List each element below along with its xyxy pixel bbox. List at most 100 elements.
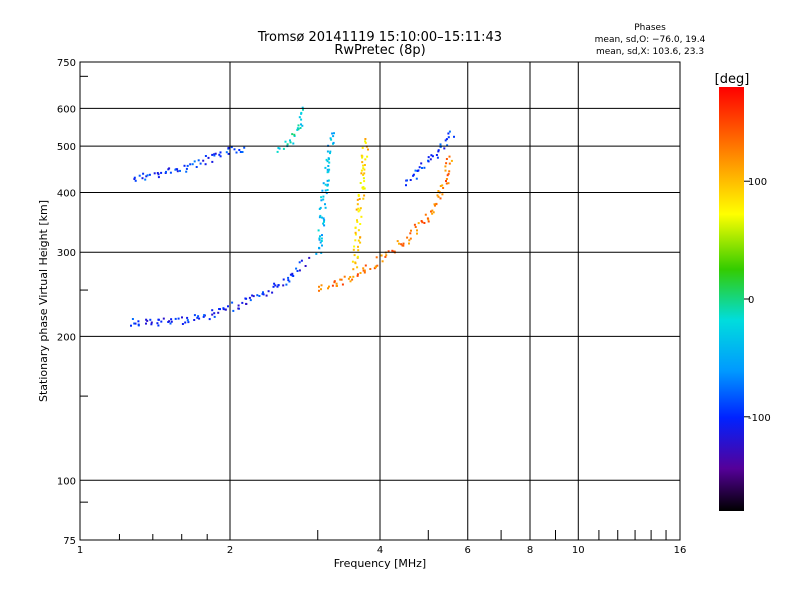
echo-point (320, 196, 323, 199)
echo-point (437, 195, 440, 198)
echo-point (296, 128, 299, 131)
echo-point (301, 106, 304, 109)
echo-point (176, 168, 179, 171)
echo-point (430, 210, 432, 213)
echo-point (443, 147, 446, 150)
echo-point (318, 289, 320, 292)
stats-heading: Phases (634, 23, 666, 33)
echo-point (426, 217, 429, 220)
echo-point (289, 141, 292, 144)
echo-point (401, 244, 404, 247)
echo-point (282, 147, 285, 150)
x-ticks: 1 2 4 6 8 10 16 (77, 545, 687, 556)
echo-point (359, 272, 362, 274)
y-axis-label: Stationary phase Virtual Height [km] (37, 200, 50, 402)
echo-point (148, 173, 151, 176)
echo-point (327, 287, 329, 290)
echo-point (169, 322, 172, 325)
x-tick-label: 1 (77, 545, 83, 556)
echo-point (181, 316, 183, 319)
echo-point (445, 158, 448, 160)
echo-point (435, 154, 438, 156)
echo-point (362, 187, 365, 190)
echo-point (437, 150, 440, 153)
echo-point (448, 155, 451, 158)
echo-point (362, 269, 365, 272)
echo-point (164, 172, 167, 174)
echo-point (146, 174, 149, 177)
echo-point (150, 321, 153, 324)
echo-point (211, 153, 214, 156)
echo-point (318, 237, 321, 240)
echo-point (351, 278, 354, 281)
echo-point (436, 194, 439, 197)
y-tick-label: 400 (57, 188, 76, 199)
echo-point (320, 199, 323, 202)
echo-point (293, 135, 296, 137)
echo-point (289, 273, 292, 276)
echo-point (439, 143, 442, 146)
echo-point (282, 278, 285, 281)
echo-point (239, 151, 242, 153)
echo-point (327, 165, 330, 167)
echo-point (284, 140, 287, 143)
echo-point (149, 318, 152, 321)
echo-point (256, 294, 259, 297)
echo-point (168, 320, 171, 323)
echo-point (364, 138, 367, 140)
echo-point (361, 146, 364, 149)
echo-point (292, 275, 295, 277)
echo-point (289, 139, 291, 142)
echo-point (321, 189, 324, 192)
echo-point (360, 215, 363, 218)
echo-point (262, 293, 265, 296)
echo-point (218, 153, 221, 156)
x-tick-label: 2 (227, 545, 233, 556)
echo-point (324, 189, 327, 192)
echo-point (199, 162, 202, 165)
echo-point (273, 282, 276, 285)
echo-point (335, 282, 338, 285)
echo-point (267, 290, 270, 293)
echo-point (287, 276, 290, 279)
echo-point (322, 222, 325, 225)
echo-point (367, 148, 369, 151)
echo-point (299, 127, 302, 129)
echo-point (363, 187, 366, 190)
echo-point (320, 237, 323, 240)
echo-point (402, 242, 405, 245)
echo-point (211, 309, 214, 312)
y-tick-label: 750 (57, 58, 76, 69)
echo-point (291, 133, 294, 136)
echo-point (318, 247, 321, 250)
echo-point (332, 141, 335, 144)
echo-point (353, 245, 356, 248)
echo-point (331, 132, 334, 135)
echo-point (409, 232, 412, 235)
echo-point (130, 324, 132, 327)
echo-point (300, 123, 302, 126)
echo-point (245, 303, 248, 305)
echo-point (391, 249, 394, 252)
echo-point (213, 153, 216, 156)
echo-point (360, 169, 363, 172)
echo-point (197, 315, 200, 318)
echo-point (168, 167, 171, 170)
echo-point (227, 152, 230, 155)
echo-point (363, 164, 366, 166)
echo-point (364, 140, 367, 143)
echo-point (423, 222, 426, 224)
echo-point (363, 269, 366, 272)
echo-point (427, 156, 430, 159)
echo-point (322, 198, 325, 201)
echo-point (184, 321, 187, 324)
echo-point (189, 163, 192, 166)
echo-point (343, 275, 346, 278)
echo-point (292, 142, 295, 145)
echo-point (448, 170, 451, 173)
echo-point (233, 148, 236, 151)
echo-point (340, 278, 343, 281)
echo-point (441, 184, 444, 187)
echo-point (271, 291, 274, 294)
